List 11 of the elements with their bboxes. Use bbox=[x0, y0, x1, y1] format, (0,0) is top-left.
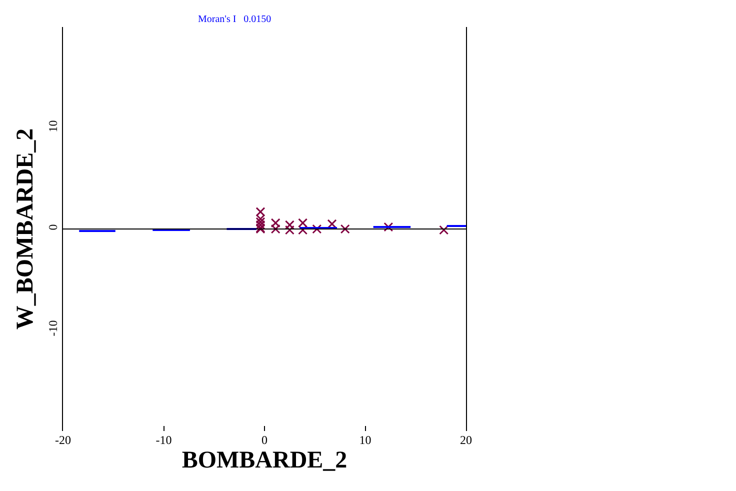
x-axis-title: BOMBARDE_2 bbox=[182, 447, 348, 474]
x-tick-label: -20 bbox=[55, 433, 71, 447]
y-tick-label: -10 bbox=[46, 320, 60, 336]
x-tick-label: 10 bbox=[359, 433, 372, 447]
x-tick-label: 0 bbox=[262, 433, 268, 447]
y-axis-title: W_BOMBARDE_2 bbox=[12, 128, 38, 330]
text: Moran's I 0.0150 bbox=[198, 14, 272, 25]
y-tick-label: 0 bbox=[46, 224, 60, 230]
x-tick-label: 20 bbox=[460, 433, 472, 447]
x-tick-label: -10 bbox=[156, 433, 172, 447]
y-tick-label: 10 bbox=[46, 120, 60, 132]
